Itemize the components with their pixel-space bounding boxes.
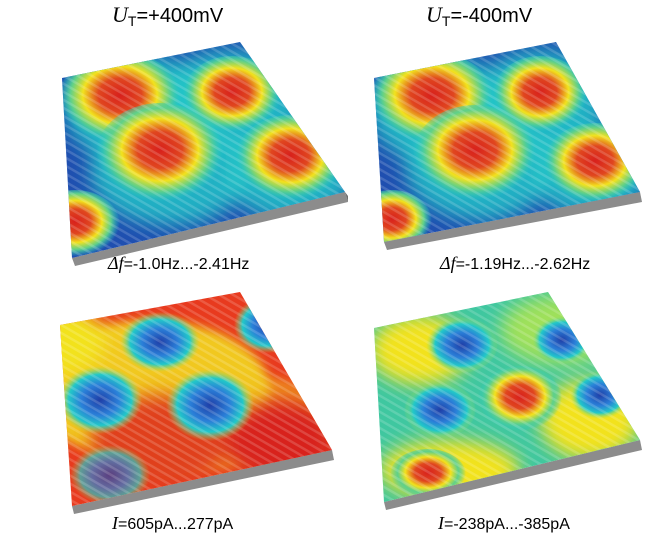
caption-bottom-left: I=605pA...277pA	[112, 513, 233, 534]
caption-symbol: Δf	[108, 253, 124, 273]
caption-value: =605pA...277pA	[118, 516, 234, 533]
caption-symbol: Δf	[440, 253, 456, 273]
bias-value: =+400mV	[136, 5, 224, 27]
surface-panel-bottom-left	[60, 292, 334, 514]
surface-panel-bottom-right	[374, 292, 642, 510]
base-edge	[384, 192, 642, 250]
base-edge	[72, 192, 348, 266]
caption-value: =-238pA...-385pA	[444, 516, 570, 533]
base-edge	[72, 450, 334, 514]
column-title-negative-bias: UT=-400mV	[426, 2, 532, 29]
surface-panel-top-right	[374, 42, 642, 250]
caption-bottom-right: I=-238pA...-385pA	[438, 513, 570, 534]
bias-symbol: U	[426, 2, 442, 27]
column-title-positive-bias: UT=+400mV	[112, 2, 223, 29]
caption-symbol: I	[438, 513, 444, 533]
caption-symbol: I	[112, 513, 118, 533]
surface-panel-top-left	[62, 42, 348, 266]
caption-top-left: Δf=-1.0Hz...-2.41Hz	[108, 253, 249, 274]
bias-symbol: U	[112, 2, 128, 27]
caption-value: =-1.19Hz...-2.62Hz	[455, 256, 591, 273]
bias-value: =-400mV	[450, 5, 533, 27]
base-edge	[384, 440, 642, 510]
bias-subscript: T	[441, 13, 451, 29]
base-side	[345, 192, 348, 202]
bias-subscript: T	[127, 13, 137, 29]
caption-top-right: Δf=-1.19Hz...-2.62Hz	[440, 253, 590, 274]
caption-value: =-1.0Hz...-2.41Hz	[123, 256, 250, 273]
